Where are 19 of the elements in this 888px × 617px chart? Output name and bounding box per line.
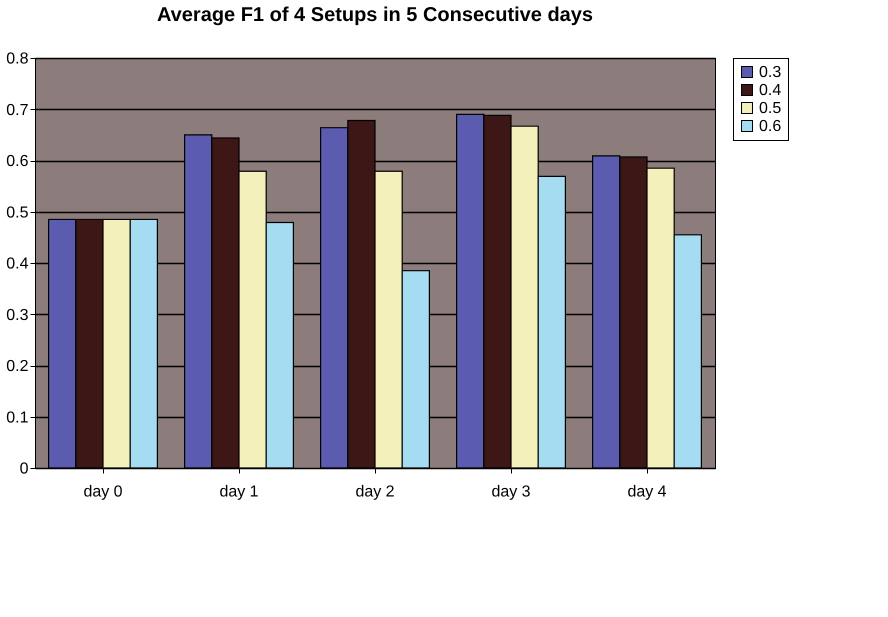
y-tick-label: 0.7 (6, 102, 29, 119)
y-tick-label: 0.3 (6, 306, 29, 324)
y-tick-label: 0.2 (6, 358, 29, 375)
x-tick-label: day 3 (491, 484, 531, 500)
y-tick-label: 0.8 (6, 50, 29, 68)
y-tick-label: 0.5 (6, 204, 29, 222)
legend-label: 0.5 (759, 100, 782, 117)
y-tick-label: 0.6 (6, 153, 29, 170)
x-tick-label: day 0 (83, 484, 123, 500)
legend-label: 0.6 (759, 118, 782, 135)
chart-title: Average F1 of 4 Setups in 5 Consecutive days (156, 4, 594, 26)
legend-label: 0.4 (759, 82, 782, 99)
legend-label: 0.3 (759, 64, 782, 81)
y-tick-label: 0.4 (6, 256, 29, 272)
y-tick-label: 0 (20, 460, 29, 478)
x-tick-label: day 2 (355, 484, 395, 500)
x-tick-label: day 1 (219, 484, 259, 500)
x-tick-label: day 4 (627, 484, 667, 500)
y-tick-label: 0.1 (6, 409, 29, 426)
